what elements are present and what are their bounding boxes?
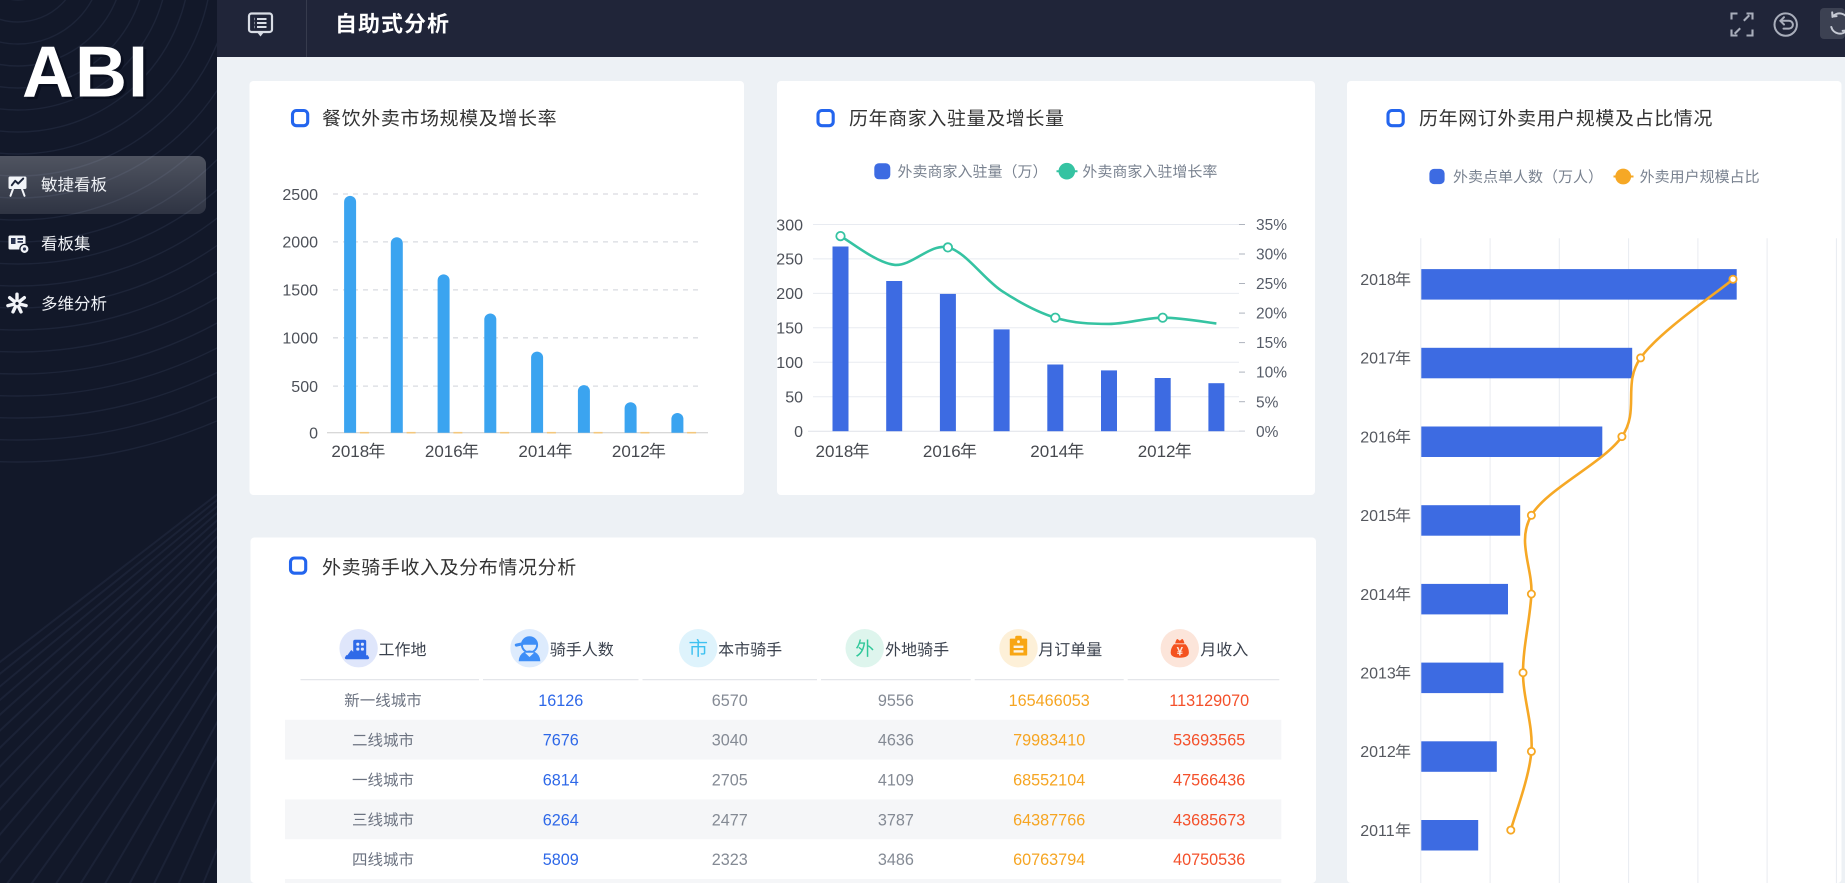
svg-text:3486: 3486 <box>878 851 914 869</box>
svg-text:47566436: 47566436 <box>1173 772 1245 790</box>
svg-text:200: 200 <box>776 286 803 303</box>
svg-text:16126: 16126 <box>538 692 583 710</box>
svg-text:5%: 5% <box>1256 394 1279 411</box>
svg-text:30%: 30% <box>1256 247 1287 264</box>
svg-text:40750536: 40750536 <box>1173 851 1245 869</box>
svg-text:2017: 2017 <box>1360 351 1396 368</box>
svg-text:250: 250 <box>776 252 803 269</box>
svg-text:3787: 3787 <box>878 811 914 829</box>
svg-text:165466053: 165466053 <box>1009 692 1090 710</box>
svg-text:113129070: 113129070 <box>1169 692 1249 710</box>
svg-text:0%: 0% <box>1256 424 1279 441</box>
svg-text:2018: 2018 <box>816 442 854 461</box>
svg-text:15%: 15% <box>1256 335 1287 352</box>
svg-text:68552104: 68552104 <box>1013 772 1085 790</box>
svg-text:43685673: 43685673 <box>1173 811 1245 829</box>
svg-text:2015: 2015 <box>1360 508 1396 525</box>
svg-text:2014: 2014 <box>1360 587 1396 604</box>
svg-text:2014: 2014 <box>1030 442 1068 461</box>
svg-text:2018: 2018 <box>1360 272 1396 289</box>
svg-text:2012: 2012 <box>1360 744 1396 761</box>
svg-text:500: 500 <box>291 379 318 396</box>
svg-text:6264: 6264 <box>543 811 579 829</box>
svg-text:300: 300 <box>776 217 803 234</box>
svg-text:2014: 2014 <box>518 442 556 461</box>
svg-text:79983410: 79983410 <box>1013 732 1085 750</box>
svg-text:2011: 2011 <box>1360 823 1395 840</box>
svg-text:150: 150 <box>776 321 803 338</box>
svg-text:50: 50 <box>785 390 803 407</box>
svg-text:0: 0 <box>794 424 803 441</box>
svg-text:35%: 35% <box>1256 217 1287 234</box>
svg-text:3040: 3040 <box>712 732 748 750</box>
svg-text:2000: 2000 <box>282 235 318 252</box>
svg-text:ABI: ABI <box>25 35 152 115</box>
svg-text:2016: 2016 <box>425 442 463 461</box>
svg-text:4109: 4109 <box>878 772 914 790</box>
svg-text:2013: 2013 <box>1360 666 1396 683</box>
svg-text:64387766: 64387766 <box>1013 811 1085 829</box>
svg-text:0: 0 <box>309 426 318 443</box>
svg-text:4636: 4636 <box>878 732 914 750</box>
svg-text:9556: 9556 <box>878 692 914 710</box>
svg-text:7676: 7676 <box>543 732 579 750</box>
svg-text:1000: 1000 <box>282 331 318 348</box>
svg-text:25%: 25% <box>1256 276 1287 293</box>
svg-text:2500: 2500 <box>282 187 318 204</box>
svg-text:2323: 2323 <box>712 851 748 869</box>
svg-text:10%: 10% <box>1256 365 1287 382</box>
svg-text:2705: 2705 <box>712 772 748 790</box>
svg-text:1500: 1500 <box>282 283 318 300</box>
svg-text:100: 100 <box>776 355 803 372</box>
svg-text:6814: 6814 <box>543 772 579 790</box>
svg-text:2477: 2477 <box>712 811 748 829</box>
svg-text:60763794: 60763794 <box>1013 851 1085 869</box>
svg-text:2018: 2018 <box>331 442 369 461</box>
svg-text:¥: ¥ <box>1177 646 1184 658</box>
svg-text:20%: 20% <box>1256 306 1287 323</box>
svg-text:53693565: 53693565 <box>1173 732 1245 750</box>
svg-text:5809: 5809 <box>543 851 579 869</box>
svg-text:ABI: ABI <box>22 33 149 113</box>
svg-text:2012: 2012 <box>1138 442 1176 461</box>
svg-text:2016: 2016 <box>923 442 961 461</box>
svg-text:2016: 2016 <box>1360 429 1396 446</box>
svg-text:6570: 6570 <box>712 692 748 710</box>
svg-text:2012: 2012 <box>612 442 650 461</box>
